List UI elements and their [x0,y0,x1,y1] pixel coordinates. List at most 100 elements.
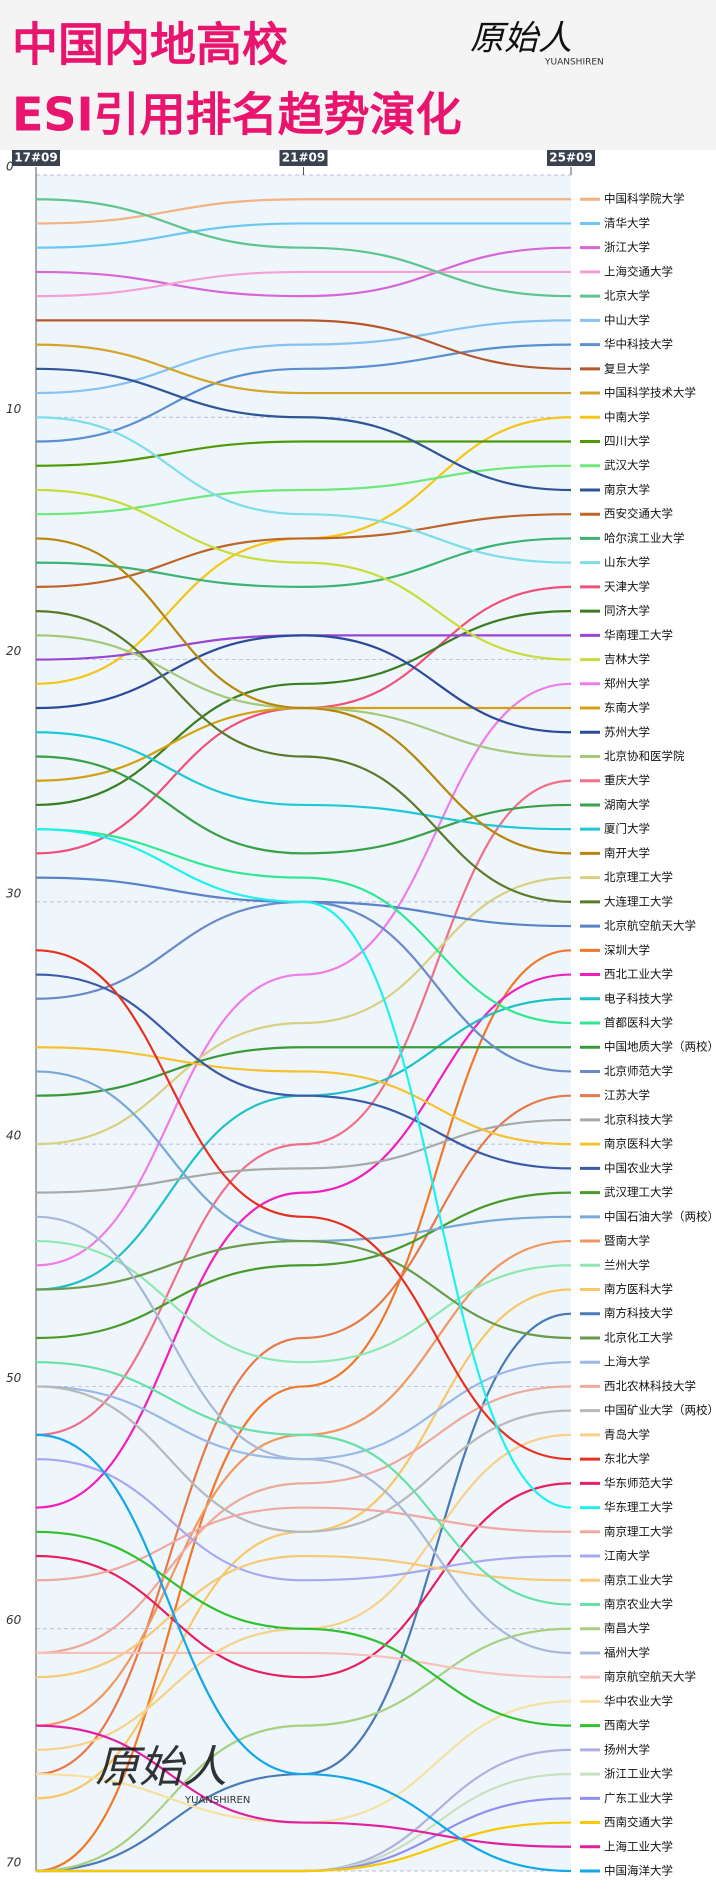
series-line [36,1821,572,1873]
series-label: 青岛大学 [604,1427,650,1441]
series-line [35,610,572,903]
series-label: 扬州大学 [604,1742,650,1756]
x-tick-label: 25#09 [549,151,592,165]
series-line [35,537,572,855]
series-line [35,1361,572,1606]
series-line [35,343,572,443]
x-tick-bg [547,150,595,166]
series-label: 江南大学 [604,1549,650,1563]
series-line [35,973,572,1170]
series-line [35,319,572,395]
series-line [35,222,571,249]
series-line [35,1724,572,1848]
series-label: 南京农业大学 [604,1597,673,1611]
series-label: 同济大学 [604,604,650,618]
series-label: 上海大学 [604,1355,650,1369]
series-line [35,1433,572,1873]
series-line [35,1094,572,1776]
series-line [35,1554,572,1679]
series-line [35,949,572,1461]
series-label: 南方医科大学 [604,1282,673,1296]
series-label: 郑州大学 [604,676,650,690]
series-line [35,488,572,661]
series-label: 浙江工业大学 [604,1767,673,1781]
series-label: 华东理工大学 [604,1500,673,1514]
series-label: 大连理工大学 [604,894,673,908]
series-label: 中国矿业大学（两校） [604,1403,716,1417]
series-label: 上海工业大学 [604,1839,673,1853]
series-label: 西安交通大学 [604,507,673,521]
series-label: 北京化工大学 [604,1330,673,1344]
series-line [36,319,572,370]
series-label: 武汉大学 [604,458,650,472]
series-label: 哈尔滨工业大学 [604,531,685,545]
series-label: 山东大学 [604,555,650,569]
chart-title: 中国内地高校 [12,18,288,72]
series-label: 厦门大学 [604,822,650,836]
series-label: 南京航空航天大学 [604,1670,696,1684]
series-label: 南京大学 [604,482,650,496]
series-line [35,682,572,1267]
series-line [35,1627,572,1873]
series-label: 华南理工大学 [604,628,673,642]
series-line [35,440,571,467]
series-label: 南京医科大学 [604,1137,673,1151]
series-label: 中国地质大学（两校） [604,1040,716,1054]
series-label: 上海交通大学 [604,264,673,278]
y-tick-label: 20 [6,644,22,658]
series-label: 华中农业大学 [604,1694,673,1708]
series-label: 华东师范大学 [604,1476,673,1490]
series-label: 西南大学 [604,1718,650,1732]
series-label: 北京理工大学 [604,870,673,884]
series-line [35,1215,572,1655]
watermark-sub: YUANSHIREN [184,1795,250,1806]
series-label: 南京理工大学 [604,1524,673,1538]
series-label: 西南交通大学 [604,1815,673,1829]
series-label: 武汉理工大学 [604,1185,673,1199]
series-line [35,1046,572,1146]
series-line [35,755,572,855]
y-tick-label: 10 [6,402,22,416]
series-line [35,513,572,588]
series-label: 南昌大学 [604,1621,650,1635]
series-label: 北京航空航天大学 [604,919,696,933]
series-label: 天津大学 [604,579,650,593]
series-label: 中山大学 [604,313,650,327]
series-line [35,270,571,298]
series-label: 北京科技大学 [604,1112,673,1126]
series-line [35,828,572,1025]
series-label: 重庆大学 [604,773,650,787]
series-line [35,1385,572,1655]
series-line [35,1312,572,1873]
series-line [35,634,572,734]
series-line [35,828,572,1509]
series-label: 深圳大学 [604,943,650,957]
series-line [35,973,572,1509]
logo: 原始人 [470,19,572,59]
series-label: 苏州大学 [604,725,650,739]
series-line [35,949,572,1873]
series-label: 南开大学 [604,846,650,860]
series-line [35,1385,572,1533]
series-line [35,1458,572,1582]
series-label: 广东工业大学 [604,1791,673,1805]
series-label: 复旦大学 [604,361,650,375]
series-line [35,779,572,1436]
series-label: 吉林大学 [604,652,650,666]
series-label: 电子科技大学 [604,991,673,1005]
series-label: 中国农业大学 [604,1161,673,1175]
series-line [35,1239,572,1340]
series-line [35,343,571,395]
series-label: 浙江大学 [604,240,650,254]
series-label: 中国海洋大学 [604,1864,673,1878]
series-line [35,1118,572,1194]
series-line [35,464,572,516]
series-label: 四川大学 [604,434,650,448]
series-label: 北京大学 [604,289,650,303]
logo-sub: YUANSHIREN [544,58,604,68]
series-line [35,1651,572,1679]
series-label: 西北农林科技大学 [604,1379,696,1393]
chart-subtitle: ESI引用排名趋势演化 [12,88,462,142]
series-label: 首都医科大学 [604,1016,673,1030]
